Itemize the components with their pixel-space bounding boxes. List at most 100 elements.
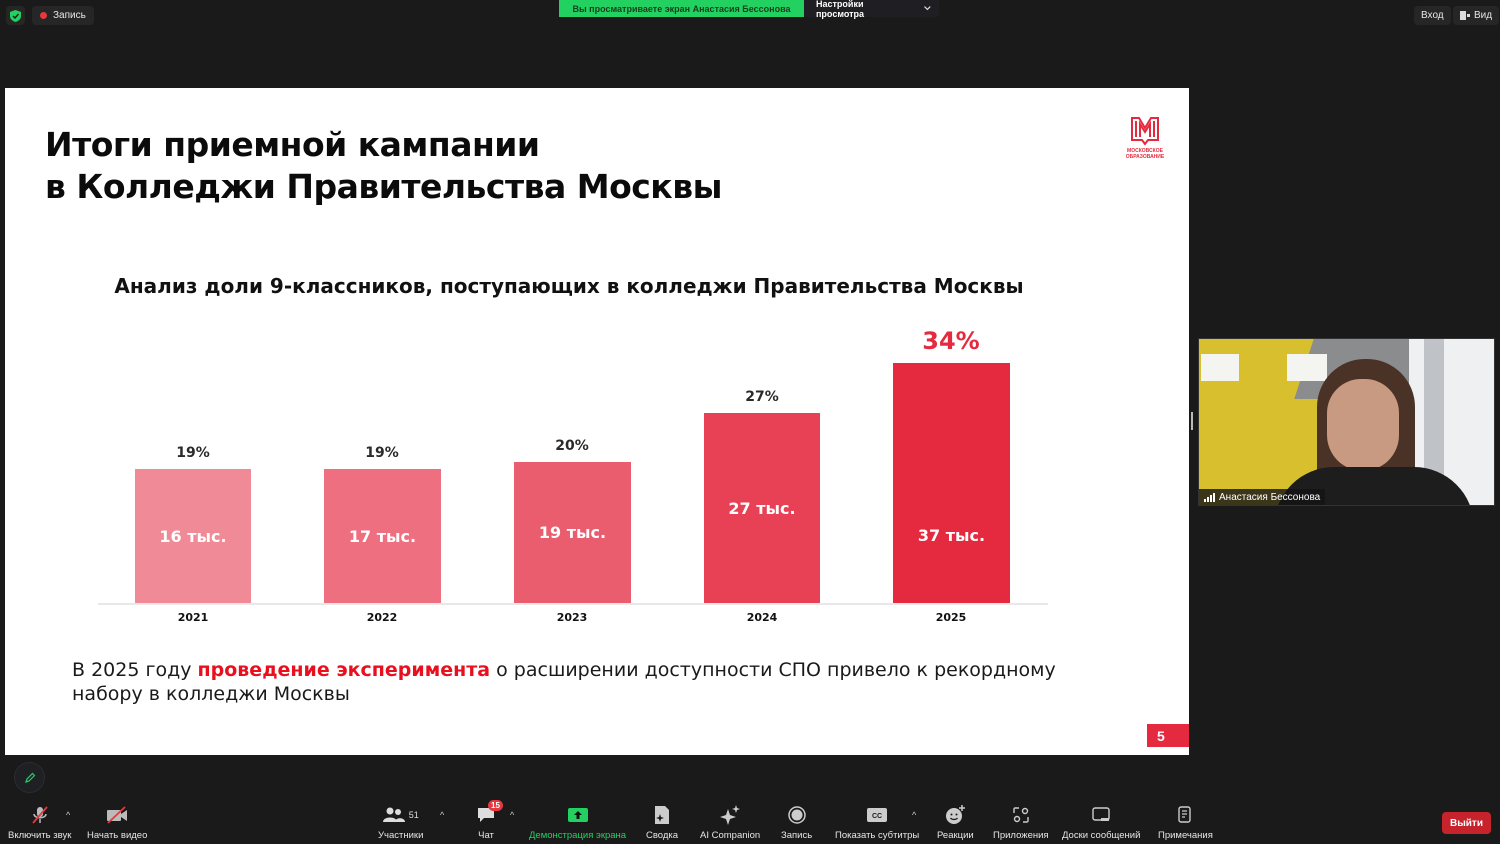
footnote-text-start: В 2025 году — [72, 659, 198, 681]
view-layout-icon — [1460, 11, 1470, 20]
bar-2025: 37 тыс. — [893, 363, 1010, 603]
start-video-button[interactable]: Начать видео — [87, 804, 147, 841]
chevron-down-icon — [924, 6, 931, 11]
whiteboards-button[interactable]: Доски сообщений — [1062, 804, 1140, 841]
participant-video-tile[interactable]: Анастасия Бессонова — [1198, 338, 1495, 506]
record-button[interactable]: Запись — [781, 804, 812, 841]
chat-label: Чат — [478, 830, 494, 841]
shield-icon — [10, 9, 21, 22]
unmute-button[interactable]: Включить звук — [8, 804, 71, 841]
ai-companion-button[interactable]: AI Companion — [700, 804, 760, 841]
notes-icon — [1178, 804, 1192, 826]
captions-label: Показать субтитры — [835, 830, 920, 841]
apps-icon — [1013, 804, 1029, 826]
bar-2023: 19 тыс. — [514, 462, 631, 603]
security-shield-button[interactable] — [6, 6, 25, 25]
share-banner-text: Вы просматриваете экран Анастасия Бессон… — [559, 0, 804, 17]
participants-label: Участники — [378, 830, 424, 841]
slide-footnote: В 2025 году проведение эксперимента о ра… — [72, 658, 1132, 706]
recording-indicator[interactable]: Запись — [32, 6, 94, 25]
recording-dot-icon — [40, 12, 47, 19]
slide-title-line-2: в Колледжи Правительства Москвы — [45, 167, 722, 206]
closed-captions-icon: CC — [867, 804, 888, 826]
chart-title: Анализ доли 9-классников, поступающих в … — [114, 274, 1024, 298]
video-background-pillar — [1424, 339, 1444, 505]
chart-baseline — [98, 603, 1048, 605]
participants-options-caret-icon[interactable]: ^ — [440, 810, 445, 820]
pencil-icon — [24, 772, 35, 783]
bar-value-label: 19 тыс. — [538, 523, 607, 542]
meeting-toolbar: Включить звук ^ Начать видео 51 Участник… — [0, 800, 1500, 844]
participants-button[interactable]: 51 Участники — [378, 804, 423, 841]
ai-sparkle-icon — [720, 804, 741, 826]
logo-text-line-2: ОБРАЗОВАНИЕ — [1125, 154, 1165, 160]
bar-value-label: 27 тыс. — [728, 498, 796, 518]
summary-document-icon — [654, 804, 670, 826]
notes-label: Примечания — [1158, 830, 1213, 841]
record-icon — [787, 804, 806, 826]
bar-value-label: 17 тыс. — [348, 526, 417, 546]
signin-button[interactable]: Вход — [1414, 6, 1451, 25]
reaction-smiley-icon — [945, 804, 966, 826]
share-screen-button[interactable]: Демонстрация экрана — [529, 804, 626, 841]
connection-signal-icon — [1204, 492, 1215, 502]
share-screen-label: Демонстрация экрана — [529, 830, 627, 841]
captions-options-caret-icon[interactable]: ^ — [912, 810, 917, 820]
chat-bubble-icon: 15 — [477, 800, 503, 826]
slide-title: Итоги приемной кампании в Колледжи Прави… — [45, 124, 722, 208]
apps-label: Приложения — [993, 830, 1049, 841]
view-button[interactable]: Вид — [1453, 6, 1500, 25]
footnote-text-end: о расширении доступности СПО привело к р… — [72, 659, 1056, 705]
svg-text:CC: CC — [872, 813, 882, 820]
leave-meeting-button[interactable]: Выйти — [1442, 812, 1491, 834]
bar-value-label: 37 тыс. — [917, 525, 986, 545]
recording-label: Запись — [53, 10, 86, 21]
captions-button[interactable]: CC Показать субтитры — [835, 804, 919, 841]
panel-resize-handle[interactable] — [1191, 412, 1193, 430]
share-banner: Вы просматриваете экран Анастасия Бессон… — [559, 0, 939, 19]
year-label-2024: 2024 — [746, 611, 778, 624]
logo-text-line-1: МОСКОВСКОЕ — [1127, 148, 1163, 154]
logo-m-book-icon — [1131, 117, 1159, 146]
summary-label: Сводка — [646, 830, 679, 841]
footnote-emphasis: проведение эксперимента — [197, 659, 491, 681]
slide-page-number: 5 — [1147, 724, 1189, 747]
video-background-light — [1201, 354, 1239, 381]
whiteboards-label: Доски сообщений — [1062, 830, 1141, 841]
chat-options-caret-icon[interactable]: ^ — [510, 810, 515, 820]
shared-screen-slide: Итоги приемной кампании в Колледжи Прави… — [5, 88, 1189, 755]
summary-button[interactable]: Сводка — [646, 804, 678, 841]
video-background-light — [1287, 354, 1327, 381]
bar-2024: 27 тыс. — [704, 413, 820, 603]
chat-unread-badge: 15 — [488, 800, 503, 811]
reactions-label: Реакции — [937, 830, 974, 841]
participant-name: Анастасия Бессонова — [1219, 491, 1321, 503]
year-label-2022: 2022 — [366, 611, 398, 624]
unmute-label: Включить звук — [8, 830, 72, 841]
percent-label-2025: 34% — [922, 327, 980, 355]
ai-companion-label: AI Companion — [700, 830, 761, 841]
percent-label-2024: 27% — [745, 389, 779, 405]
view-settings-label: Настройки просмотра — [816, 0, 865, 19]
percent-label-2023: 20% — [555, 438, 589, 454]
participant-name-tag: Анастасия Бессонова — [1199, 489, 1326, 505]
whiteboard-icon — [1092, 804, 1110, 826]
audio-options-caret-icon[interactable]: ^ — [66, 810, 71, 820]
bar-2022: 17 тыс. — [324, 469, 441, 603]
chat-button[interactable]: 15 Чат — [477, 800, 503, 841]
view-label: Вид — [1474, 10, 1493, 21]
year-label-2023: 2023 — [556, 611, 588, 624]
annotate-button[interactable] — [14, 762, 45, 793]
percent-label-2022: 19% — [365, 445, 399, 461]
slide-title-line-1: Итоги приемной кампании — [45, 125, 540, 164]
signin-label: Вход — [1421, 10, 1444, 21]
view-settings-dropdown[interactable]: Настройки просмотра — [804, 0, 939, 19]
notes-button[interactable]: Примечания — [1158, 804, 1213, 841]
year-label-2025: 2025 — [935, 611, 967, 624]
video-off-icon — [106, 804, 128, 826]
bar-value-label: 16 тыс. — [159, 526, 227, 546]
participants-count: 51 — [408, 810, 419, 820]
apps-button[interactable]: Приложения — [993, 804, 1049, 841]
reactions-button[interactable]: Реакции — [937, 804, 974, 841]
bar-2021: 16 тыс. — [135, 469, 251, 603]
